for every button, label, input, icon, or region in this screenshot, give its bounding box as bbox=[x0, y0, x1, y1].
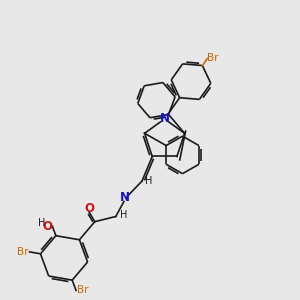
Text: Br: Br bbox=[77, 285, 88, 296]
Text: Br: Br bbox=[207, 53, 218, 64]
Text: H: H bbox=[145, 176, 152, 186]
Text: O: O bbox=[42, 220, 52, 233]
Text: O: O bbox=[84, 202, 94, 215]
Text: N: N bbox=[160, 112, 170, 125]
Text: H: H bbox=[38, 218, 45, 228]
Text: Br: Br bbox=[17, 247, 29, 257]
Text: H: H bbox=[120, 210, 128, 220]
Text: N: N bbox=[119, 191, 130, 204]
